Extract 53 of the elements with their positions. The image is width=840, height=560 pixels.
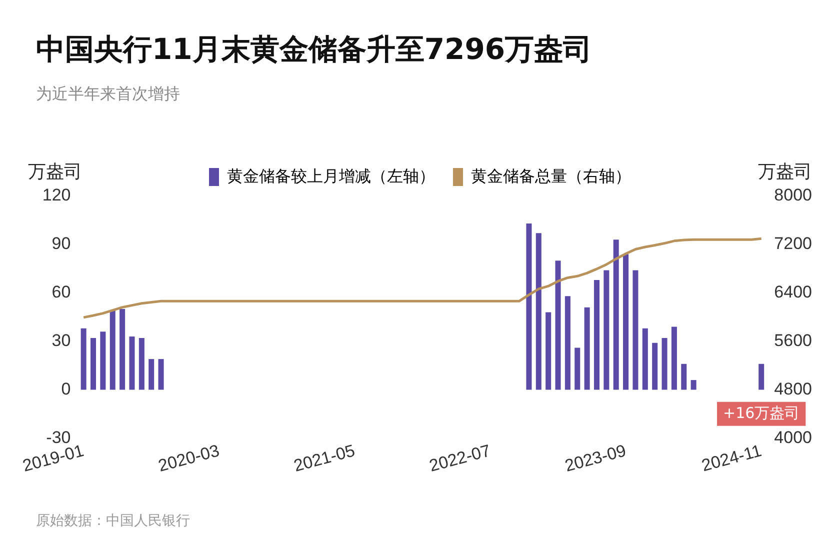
bar (80, 328, 86, 390)
y-tick-label: -30 (46, 428, 71, 447)
bar (604, 270, 610, 390)
chart-title: 中国央行11月末黄金储备升至7296万盎司 (36, 31, 592, 68)
bar (138, 338, 144, 390)
y2-axis-title: 万盎司 (758, 162, 812, 183)
bar (594, 280, 600, 390)
bar (158, 359, 164, 390)
bar (662, 338, 668, 390)
y2-tick-label: 6400 (774, 282, 812, 302)
bar (555, 260, 561, 390)
bar (564, 296, 570, 390)
bar (642, 328, 648, 390)
bar (623, 254, 629, 390)
bar (90, 338, 96, 390)
y-tick-label: 90 (52, 234, 71, 254)
bar (148, 359, 154, 390)
bar (671, 326, 677, 390)
bar (613, 240, 619, 390)
bar (758, 364, 764, 390)
x-tick-label: 2021-05 (292, 441, 357, 476)
bar (632, 270, 638, 390)
bar (652, 342, 658, 390)
bar (110, 310, 116, 390)
bar (690, 380, 696, 390)
y2-tick-label: 4800 (774, 379, 812, 398)
y-axis-title: 万盎司 (28, 162, 82, 183)
x-tick-label: 2024-11 (700, 441, 764, 476)
y2-tick-label: 7200 (774, 234, 812, 254)
y-tick-label: 60 (52, 282, 71, 302)
bar (100, 332, 106, 390)
x-tick-label: 2023-09 (562, 441, 628, 476)
bar (536, 233, 542, 390)
y-tick-label: 30 (52, 330, 71, 350)
bar (129, 336, 135, 390)
x-tick-label: 2020-03 (156, 441, 222, 476)
y2-tick-label: 8000 (774, 186, 812, 205)
annotation: +16万盎司 (723, 404, 800, 422)
y-tick-label: 120 (42, 186, 71, 205)
chart-subtitle: 为近半年来首次增持 (36, 84, 180, 105)
text: 原始数据：中国人民银行 (36, 512, 190, 530)
bar (546, 312, 552, 390)
bar (681, 364, 687, 390)
y-tick-label: 0 (61, 379, 71, 398)
bar (574, 348, 580, 390)
bar (526, 223, 532, 390)
bar (120, 309, 126, 390)
bar (584, 307, 590, 390)
y2-tick-label: 4000 (774, 428, 812, 447)
x-tick-label: 2022-07 (427, 441, 492, 476)
legend-label: 黄金储备较上月增减（左轴） (227, 167, 435, 186)
y2-tick-label: 5600 (774, 330, 812, 350)
legend-label: 黄金储备总量（右轴） (471, 167, 631, 186)
